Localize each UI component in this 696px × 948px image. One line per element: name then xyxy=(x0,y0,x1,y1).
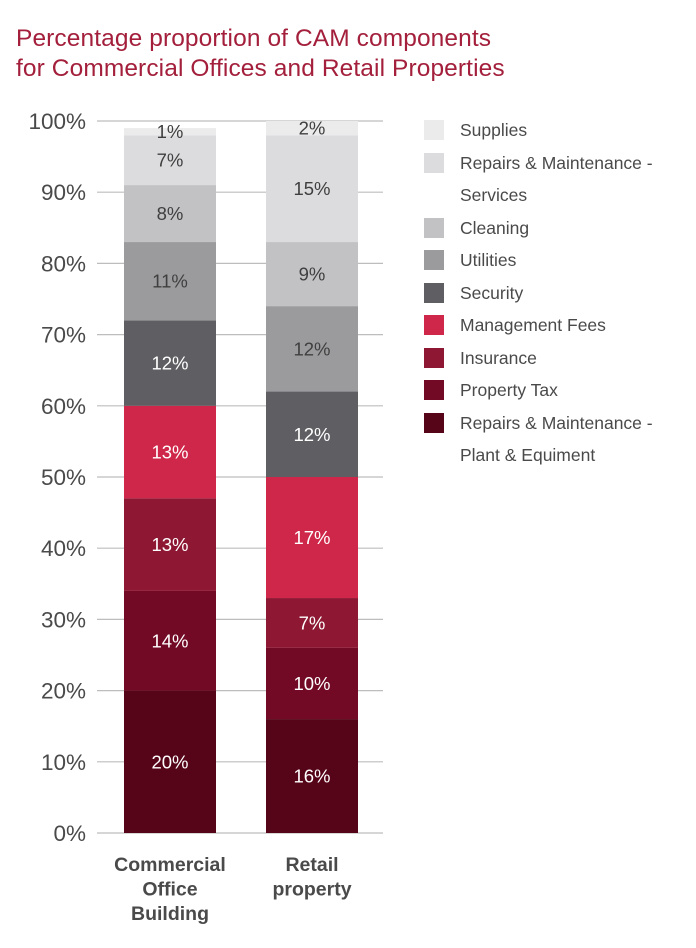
y-tick-label: 50% xyxy=(41,465,86,490)
legend-item: Utilities xyxy=(424,244,686,277)
data-label: 17% xyxy=(293,527,330,548)
chart-title-line-1: Percentage proportion of CAM components xyxy=(16,25,492,52)
chart-title: Percentage proportion of CAM components … xyxy=(16,24,676,84)
legend-swatch xyxy=(424,152,444,173)
data-label: 11% xyxy=(152,271,188,292)
legend-label: Security xyxy=(460,282,524,303)
data-label: 2% xyxy=(299,118,326,139)
legend-swatch xyxy=(424,282,444,303)
legend-label: Management Fees xyxy=(460,315,606,335)
legend-swatch xyxy=(424,347,444,368)
bar-segment xyxy=(266,477,358,599)
y-tick-label: 10% xyxy=(41,750,86,775)
y-tick-label: 0% xyxy=(53,821,86,846)
bar-segment xyxy=(266,121,358,136)
data-label: 9% xyxy=(299,264,326,285)
legend-label: Repairs & Maintenance - xyxy=(460,412,653,433)
bar-segment xyxy=(124,320,216,406)
x-axis-category-labels: Commercial Office Building Retail property xyxy=(114,854,352,925)
bar-segment xyxy=(266,306,358,392)
bar-segment xyxy=(124,405,216,499)
bar-segment xyxy=(266,391,358,477)
data-label: 20% xyxy=(151,751,188,772)
bar-segment xyxy=(124,128,216,136)
legend-label: Insurance xyxy=(460,347,537,368)
legend-label: Supplies xyxy=(460,120,528,140)
legend-swatch xyxy=(424,315,444,335)
data-label: 7% xyxy=(299,612,326,633)
data-label: 8% xyxy=(157,203,184,224)
x-category-label: Retail property xyxy=(272,854,351,901)
legend-item: Repairs & Maintenance - Plant & Equiment xyxy=(424,407,686,472)
legend-swatch xyxy=(424,217,444,238)
bar-segment xyxy=(266,647,358,720)
bar-segment xyxy=(124,690,216,833)
bar-segment xyxy=(124,135,216,186)
data-label: 13% xyxy=(151,534,188,555)
y-tick-label: 40% xyxy=(41,536,86,561)
legend-swatch xyxy=(424,412,444,433)
data-label: 13% xyxy=(151,442,188,463)
y-tick-label: 100% xyxy=(28,109,86,134)
y-tick-label: 80% xyxy=(41,251,86,276)
legend-label: Utilities xyxy=(460,250,517,270)
bar-segment xyxy=(266,135,358,243)
bars: 20% 14% 13% 13% 12% 11% 8% 7% 1% 16% 10% 7% 17% 12% 12… xyxy=(124,118,358,833)
legend-item: Management Fees xyxy=(424,309,686,342)
legend-swatch xyxy=(424,120,444,140)
data-label: 12% xyxy=(293,424,330,445)
y-tick-label: 20% xyxy=(41,679,86,704)
data-label: 12% xyxy=(293,338,330,359)
bar-segment xyxy=(124,242,216,321)
legend-item: Security xyxy=(424,277,686,310)
data-label: 7% xyxy=(157,150,184,171)
legend-item: Repairs & Maintenance - Services xyxy=(424,147,686,212)
bar-segment xyxy=(124,185,216,243)
data-label: 10% xyxy=(293,673,330,694)
legend-item: Supplies xyxy=(424,114,686,147)
data-label: 14% xyxy=(151,630,188,651)
legend-swatch xyxy=(424,380,444,400)
y-tick-label: 60% xyxy=(41,394,86,419)
legend-swatch xyxy=(424,250,444,270)
data-label: 16% xyxy=(293,766,330,787)
bar-segment xyxy=(124,498,216,591)
data-label: 15% xyxy=(293,178,330,199)
y-tick-label: 30% xyxy=(41,607,86,632)
legend-label: Plant & Equiment xyxy=(460,445,596,465)
y-tick-label: 90% xyxy=(41,180,86,205)
x-category-label: Commercial Office Building xyxy=(114,854,226,925)
bar-segment xyxy=(266,598,358,648)
chart-title-line-2: for Commercial Offices and Retail Proper… xyxy=(16,55,505,82)
legend-label: Repairs & Maintenance - xyxy=(460,152,653,173)
legend-label: Property Tax xyxy=(460,380,558,400)
bar-segment xyxy=(124,590,216,691)
data-label: 12% xyxy=(151,353,188,374)
legend-item: Property Tax xyxy=(424,374,686,407)
legend-label: Services xyxy=(460,185,528,205)
bar-segment xyxy=(266,719,358,833)
bar-segment xyxy=(266,242,358,307)
legend-label: Cleaning xyxy=(460,217,530,238)
y-axis-ticks: 0% 10% 20% 30% 40% 50% 60% 70% 80% 90% 100% xyxy=(28,109,86,846)
legend: Supplies Repairs & Maintenance - Services C… xyxy=(424,114,686,472)
legend-item: Cleaning xyxy=(424,212,686,245)
y-tick-label: 70% xyxy=(41,323,86,348)
legend-item: Insurance xyxy=(424,342,686,375)
data-label: 1% xyxy=(157,121,184,142)
